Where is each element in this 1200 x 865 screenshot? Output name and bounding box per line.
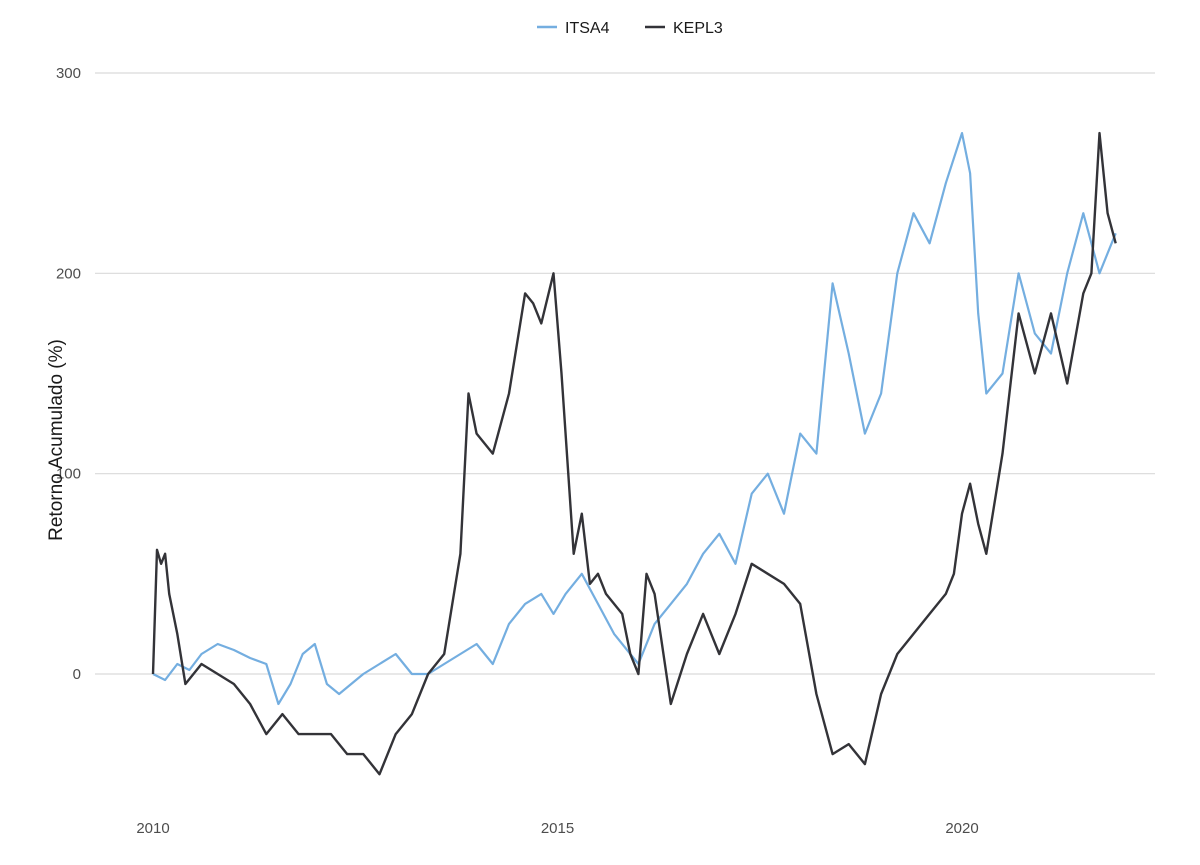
y-tick-label: 300 xyxy=(56,65,81,82)
series-line-itsa4 xyxy=(152,132,1117,706)
series-layer xyxy=(151,131,1117,776)
y-tick-label: 100 xyxy=(56,466,81,483)
x-tick-label: 2010 xyxy=(136,820,169,837)
y-tick-label: 0 xyxy=(73,666,81,683)
y-axis-ticks: 0 100 200 300 xyxy=(56,65,81,683)
x-tick-label: 2020 xyxy=(945,820,978,837)
x-tick-label: 2015 xyxy=(541,820,574,837)
y-axis-title: Retorno Acumulado (%) xyxy=(46,339,67,541)
grid xyxy=(95,72,1155,675)
legend: ITSA4 KEPL3 xyxy=(537,20,723,37)
y-tick-label: 200 xyxy=(56,265,81,282)
legend-label-kepl3: KEPL3 xyxy=(673,20,723,37)
legend-label-itsa4: ITSA4 xyxy=(565,20,610,37)
x-axis-ticks: 2010 2015 2020 xyxy=(136,820,978,837)
series-line-kepl3 xyxy=(151,131,1117,776)
